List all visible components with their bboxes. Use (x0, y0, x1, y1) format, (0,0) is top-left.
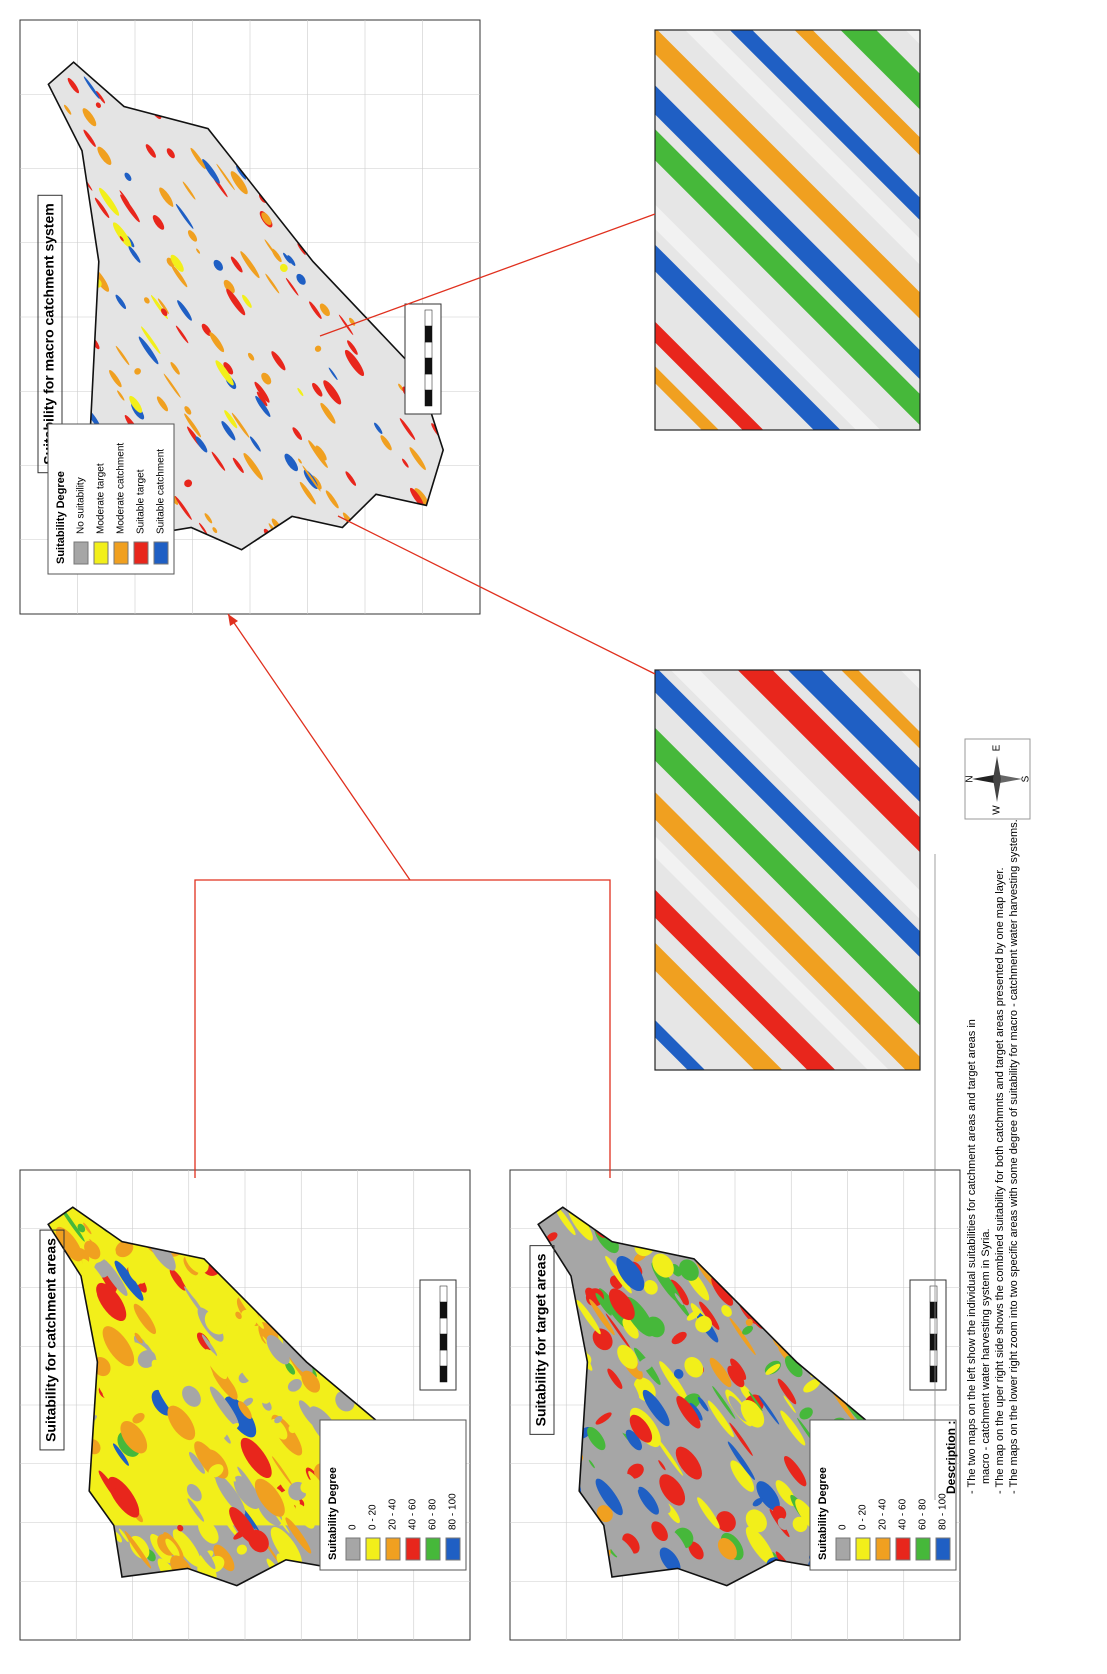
legend-title: Suitability Degree (817, 1467, 829, 1560)
compass-e: E (992, 744, 1003, 751)
scale-segment (425, 342, 432, 358)
poster-canvas: Suitability for catchment areas Suitabili… (0, 0, 1107, 1674)
legend-swatch (896, 1538, 910, 1560)
legend-label: 60 - 80 (918, 1498, 929, 1530)
legend-swatch (446, 1538, 460, 1560)
map-title: Suitability for catchment areas (43, 1238, 59, 1442)
page: Suitability for catchment areas Suitabili… (0, 0, 1107, 1674)
scale-segment (425, 390, 432, 406)
legend-label: Suitable catchment (156, 449, 167, 534)
legend-swatch (134, 542, 148, 564)
bracket (195, 880, 610, 1178)
legend-swatch (836, 1538, 850, 1560)
compass-n: N (965, 775, 976, 782)
legend-label: 20 - 40 (878, 1498, 889, 1530)
legend-swatch (936, 1538, 950, 1560)
legend-label: 80 - 100 (938, 1493, 949, 1530)
legend-title: Suitability Degree (55, 471, 67, 564)
scale-segment (930, 1318, 937, 1334)
legend-label: 20 - 40 (388, 1498, 399, 1530)
scale-segment (440, 1334, 447, 1350)
map-panel: Suitability for catchment areas Suitabili… (20, 1170, 470, 1640)
legend-label: 60 - 80 (428, 1498, 439, 1530)
legend-label: No suitability (76, 477, 87, 534)
legend-label: 40 - 60 (408, 1498, 419, 1530)
legend-swatch (74, 542, 88, 564)
compass-w: W (992, 805, 1003, 815)
legend-label: 0 (348, 1524, 359, 1530)
description-line: - The two maps on the left show the indi… (966, 1019, 978, 1494)
scale-segment (930, 1286, 937, 1302)
maps: Suitability for catchment areas Suitabili… (20, 0, 960, 1640)
compass-s: S (1021, 775, 1032, 782)
legend-swatch (154, 542, 168, 564)
legend-title: Suitability Degree (327, 1467, 339, 1560)
zoom-panel (635, 0, 935, 663)
legend-label: 40 - 60 (898, 1498, 909, 1530)
scale-segment (425, 310, 432, 326)
legend-swatch (94, 542, 108, 564)
legend-label: Moderate target (96, 463, 107, 534)
scale-segment (425, 326, 432, 342)
map-title: Suitability for target areas (533, 1253, 549, 1426)
legend-swatch (856, 1538, 870, 1560)
scale-segment (440, 1318, 447, 1334)
scale-segment (440, 1350, 447, 1366)
legend-swatch (406, 1538, 420, 1560)
legend-swatch (346, 1538, 360, 1560)
legend-swatch (386, 1538, 400, 1560)
scale-segment (930, 1350, 937, 1366)
legend-swatch (114, 542, 128, 564)
compass: N E S W (965, 739, 1032, 819)
legend-label: 80 - 100 (448, 1493, 459, 1530)
legend-label: Moderate catchment (116, 443, 127, 534)
legend-label: 0 (838, 1524, 849, 1530)
scale-segment (930, 1366, 937, 1382)
description-line: macro - catchment water harvesting syste… (980, 1228, 992, 1484)
scale-segment (425, 358, 432, 374)
description-line: - The maps on the lower right zoom into … (1008, 819, 1020, 1494)
legend-swatch (876, 1538, 890, 1560)
scale-box (910, 1280, 946, 1390)
scale-segment (930, 1302, 937, 1318)
legend-label: 0 - 20 (858, 1504, 869, 1530)
scale-segment (440, 1286, 447, 1302)
scale-box (405, 304, 441, 414)
map-panel: Suitability for macro catchment systemSu… (20, 20, 480, 614)
scale-segment (440, 1302, 447, 1318)
legend-label: Suitable target (136, 469, 147, 534)
arrow-head (228, 614, 238, 626)
scale-segment (930, 1334, 937, 1350)
arrow-line (228, 614, 410, 880)
map-panel: Suitability for target areas Suitability … (510, 1170, 960, 1640)
description-heading: Description : (944, 1421, 958, 1494)
poster: Suitability for catchment areas Suitabili… (0, 0, 1107, 1674)
zone-band (635, 0, 935, 18)
zone-band (635, 388, 935, 704)
legend-label: 0 - 20 (368, 1504, 379, 1530)
description-line: - The map on the uper right side shows t… (994, 867, 1006, 1494)
scale-box (420, 1280, 456, 1390)
legend-swatch (366, 1538, 380, 1560)
scale-segment (440, 1366, 447, 1382)
legend-swatch (916, 1538, 930, 1560)
legend-swatch (426, 1538, 440, 1560)
scale-segment (425, 374, 432, 390)
